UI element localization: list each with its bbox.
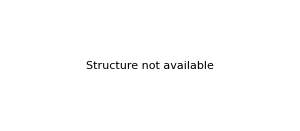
Text: Structure not available: Structure not available [86,61,214,71]
